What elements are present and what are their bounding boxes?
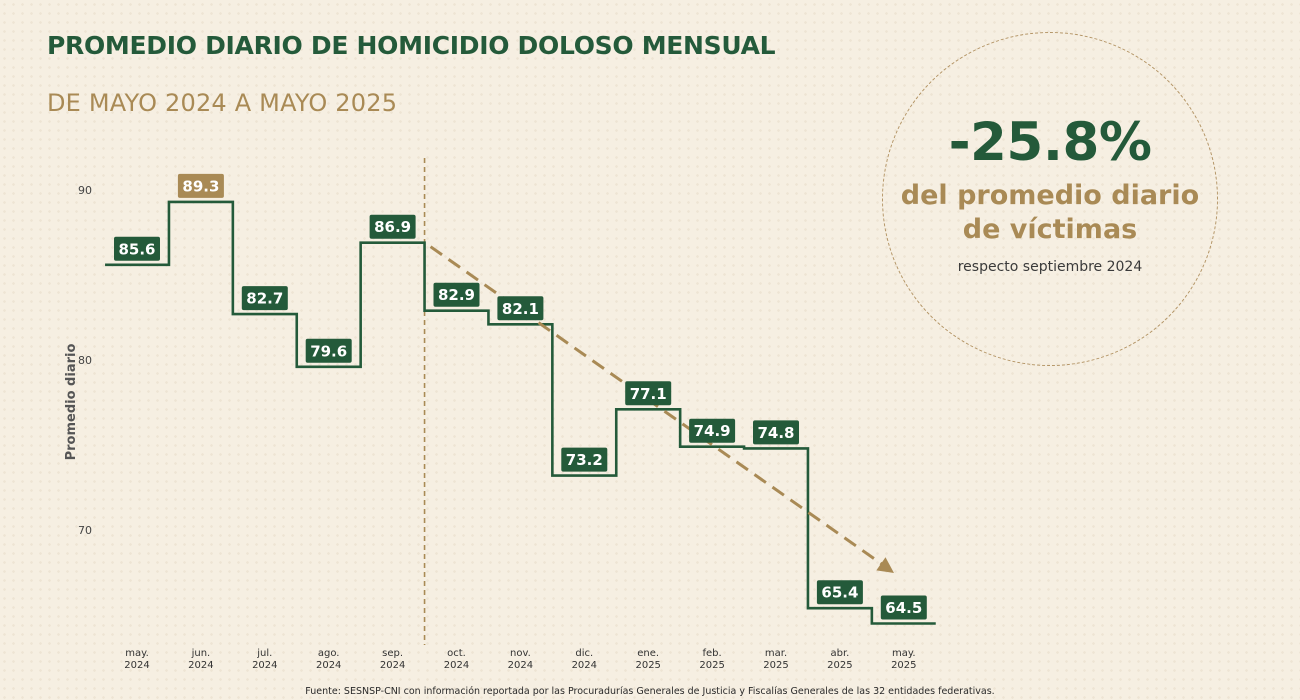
data-label: 82.7 [246,290,283,308]
data-label-box [114,236,160,261]
data-label-box [433,282,480,307]
x-tick-label-month: oct. [447,648,466,659]
x-tick-label-year: 2025 [763,660,788,671]
x-tick-label-year: 2025 [827,660,852,671]
x-tick-label-month: abr. [830,648,849,659]
page-subtitle: DE MAYO 2024 A MAYO 2025 [47,89,398,117]
data-label-box [753,420,799,445]
x-tick-label-month: may. [892,648,916,659]
data-label: 64.5 [885,599,922,617]
data-label: 73.2 [566,451,603,469]
x-tick-label-month: ago. [318,648,340,659]
data-label: 82.1 [502,300,539,318]
trend-arrow-line [429,245,887,569]
data-label-box [880,595,927,620]
source-note: Fuente: SESNSP-CNI con información repor… [305,686,995,697]
x-tick-label-month: nov. [510,648,531,659]
x-tick-label-month: jun. [191,648,211,659]
data-label: 89.3 [182,177,219,195]
data-label: 77.1 [630,385,667,403]
data-label: 74.9 [694,422,731,440]
data-label-box [369,214,416,239]
data-label-box [177,173,224,198]
x-tick-label-year: 2024 [252,660,277,671]
callout-note: respecto septiembre 2024 [957,259,1143,275]
x-tick-label-month: jul. [256,648,272,659]
trend-arrow-head [876,557,894,573]
x-tick-label-month: mar. [765,648,787,659]
data-label-box [305,338,352,363]
x-tick-label-month: ene. [637,648,659,659]
x-tick-label-year: 2024 [316,660,341,671]
y-tick-label: 70 [78,524,92,537]
x-tick-label-year: 2024 [124,660,149,671]
page-title: PROMEDIO DIARIO DE HOMICIDIO DOLOSO MENS… [47,31,776,60]
data-label-box [816,580,863,605]
x-tick-label-month: dic. [575,648,593,659]
data-label: 85.6 [118,240,155,258]
data-label: 79.6 [310,342,347,360]
callout-text-line-1: del promedio diario [900,180,1200,211]
x-tick-label-month: feb. [702,648,721,659]
x-tick-label-month: may. [125,648,149,659]
x-tick-label-year: 2024 [572,660,597,671]
x-tick-label-year: 2024 [508,660,533,671]
x-tick-label-year: 2024 [444,660,469,671]
y-axis-title: Promedio diario [64,344,79,461]
data-label-box [561,447,608,472]
data-label: 65.4 [821,584,858,602]
y-tick-label: 90 [78,184,92,197]
callout-text-line-2: de víctimas [962,214,1138,245]
series-step-line [105,200,936,625]
x-tick-label-year: 2025 [699,660,724,671]
callout-circle [882,32,1218,366]
x-tick-label-month: sep. [382,648,403,659]
x-tick-label-year: 2025 [635,660,660,671]
data-label-box [625,381,672,406]
x-tick-label-year: 2024 [188,660,213,671]
x-tick-label-year: 2025 [891,660,916,671]
data-label-box [241,286,288,311]
x-tick-label-year: 2024 [380,660,405,671]
data-label: 86.9 [374,218,411,236]
data-label: 82.9 [438,286,475,304]
data-label-box [689,418,736,443]
y-tick-label: 80 [78,354,92,367]
callout-percentage: -25.8% [948,112,1152,173]
data-label-box [497,296,544,321]
data-label: 74.8 [757,424,794,442]
